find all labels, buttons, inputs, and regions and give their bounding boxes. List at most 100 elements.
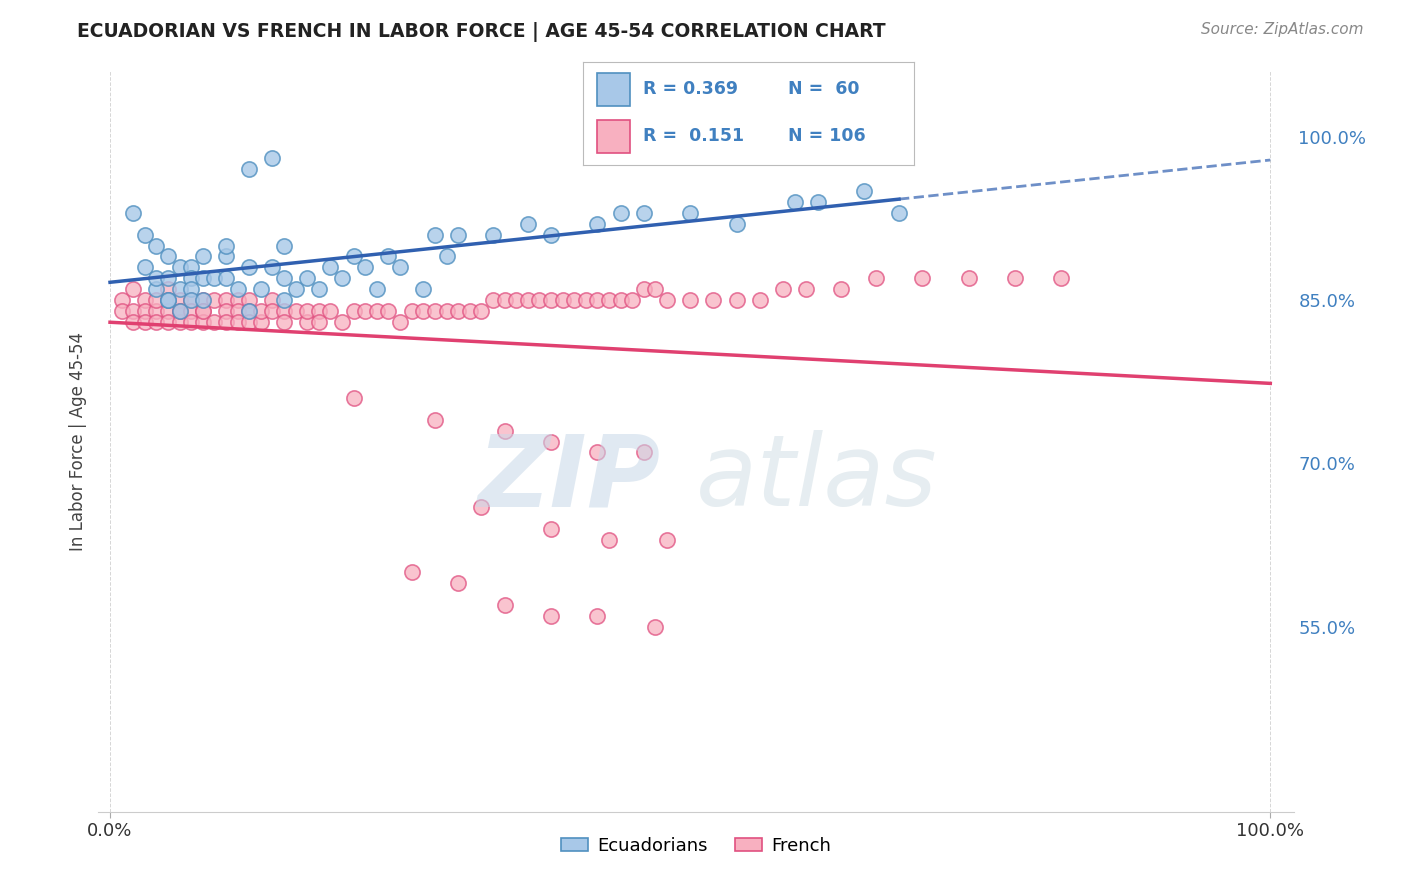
Point	[482, 293, 505, 307]
Point	[169, 304, 191, 318]
Point	[401, 304, 423, 318]
Point	[586, 608, 609, 623]
Bar	[596, 120, 630, 153]
Point	[412, 282, 434, 296]
Point	[853, 184, 876, 198]
Point	[609, 206, 631, 220]
Point	[180, 260, 202, 275]
Point	[191, 293, 214, 307]
Point	[783, 194, 806, 209]
Point	[169, 293, 191, 307]
Point	[529, 293, 551, 307]
Point	[238, 315, 260, 329]
Point	[157, 304, 180, 318]
Point	[238, 304, 260, 318]
Point	[308, 282, 330, 296]
Point	[644, 619, 666, 633]
Point	[366, 304, 388, 318]
Point	[191, 250, 214, 264]
Point	[725, 217, 748, 231]
Point	[169, 315, 191, 329]
Point	[191, 304, 214, 318]
Point	[180, 293, 202, 307]
Point	[330, 315, 353, 329]
Point	[575, 293, 598, 307]
Point	[562, 293, 585, 307]
Point	[297, 315, 319, 329]
Point	[308, 315, 330, 329]
Point	[297, 271, 319, 285]
Point	[633, 445, 655, 459]
Point	[540, 227, 562, 242]
Point	[389, 260, 412, 275]
Point	[586, 445, 609, 459]
Point	[180, 304, 202, 318]
Point	[215, 238, 238, 252]
Point	[169, 282, 191, 296]
Point	[273, 238, 295, 252]
Point	[423, 413, 446, 427]
Point	[122, 315, 145, 329]
Point	[134, 227, 156, 242]
Point	[122, 304, 145, 318]
Point	[772, 282, 794, 296]
Point	[644, 282, 666, 296]
Point	[366, 282, 388, 296]
Point	[134, 315, 156, 329]
Point	[157, 250, 180, 264]
Text: ZIP: ZIP	[477, 430, 661, 527]
Point	[145, 293, 167, 307]
Point	[134, 260, 156, 275]
Point	[191, 304, 214, 318]
Point	[319, 304, 342, 318]
Point	[1004, 271, 1026, 285]
Point	[401, 565, 423, 579]
Point	[262, 152, 284, 166]
Point	[145, 282, 167, 296]
Point	[284, 304, 307, 318]
Point	[598, 293, 620, 307]
Point	[319, 260, 342, 275]
Point	[204, 271, 226, 285]
Point	[273, 293, 295, 307]
Point	[273, 315, 295, 329]
Point	[204, 315, 226, 329]
Point	[343, 250, 366, 264]
Point	[354, 304, 377, 318]
Point	[794, 282, 817, 296]
Point	[145, 304, 167, 318]
Point	[273, 304, 295, 318]
Point	[134, 293, 156, 307]
Point	[354, 260, 377, 275]
Point	[377, 304, 399, 318]
Point	[250, 315, 273, 329]
Y-axis label: In Labor Force | Age 45-54: In Labor Force | Age 45-54	[69, 332, 87, 551]
Point	[423, 304, 446, 318]
Point	[111, 293, 134, 307]
Point	[830, 282, 852, 296]
Point	[377, 250, 399, 264]
Point	[169, 260, 191, 275]
Point	[540, 608, 562, 623]
Point	[238, 260, 260, 275]
Point	[191, 293, 214, 307]
Point	[343, 391, 366, 405]
Point	[957, 271, 980, 285]
Point	[180, 282, 202, 296]
Point	[134, 304, 156, 318]
Point	[273, 271, 295, 285]
Point	[157, 271, 180, 285]
Point	[226, 293, 249, 307]
Point	[633, 282, 655, 296]
Point	[215, 293, 238, 307]
Bar	[596, 73, 630, 105]
Point	[516, 293, 538, 307]
Point	[169, 304, 191, 318]
Point	[191, 315, 214, 329]
Point	[215, 271, 238, 285]
Point	[122, 206, 145, 220]
Point	[494, 598, 516, 612]
Point	[887, 206, 910, 220]
Point	[679, 206, 702, 220]
Point	[191, 271, 214, 285]
